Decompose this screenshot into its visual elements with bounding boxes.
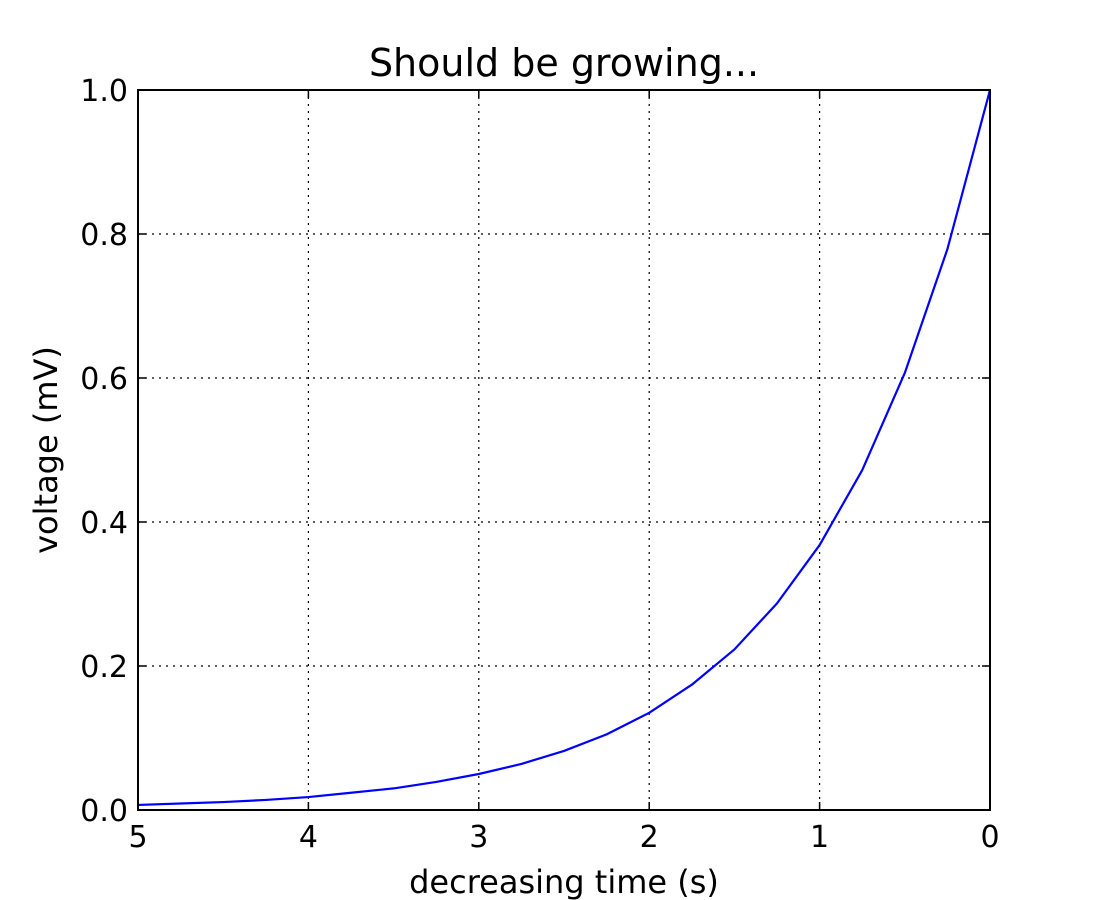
y-tick-label: 0.8 (80, 218, 128, 253)
y-tick-label: 0.0 (80, 794, 128, 829)
x-tick-label: 3 (469, 820, 488, 855)
x-tick-label: 0 (980, 820, 999, 855)
y-tick-label: 0.6 (80, 362, 128, 397)
plot-frame (137, 89, 991, 811)
grid-layer (137, 89, 991, 811)
y-axis-label: voltage (mV) (27, 346, 65, 554)
y-tick-label: 0.2 (80, 650, 128, 685)
x-tick-label: 1 (810, 820, 829, 855)
x-tick-label: 2 (640, 820, 659, 855)
y-tick-label: 1.0 (80, 74, 128, 109)
tick-layer: 5 4 3 2 1 0 0.0 0.2 0.4 0.6 0.8 1.0 (80, 74, 999, 855)
series-layer (136, 88, 992, 807)
y-tick-label: 0.4 (80, 506, 128, 541)
x-tick-label: 5 (128, 820, 147, 855)
series-line (136, 88, 992, 807)
label-layer: Should be growing... decreasing time (s)… (27, 41, 759, 900)
chart-title: Should be growing... (369, 41, 759, 85)
x-axis-label: decreasing time (s) (409, 863, 719, 900)
x-tick-label: 4 (299, 820, 318, 855)
